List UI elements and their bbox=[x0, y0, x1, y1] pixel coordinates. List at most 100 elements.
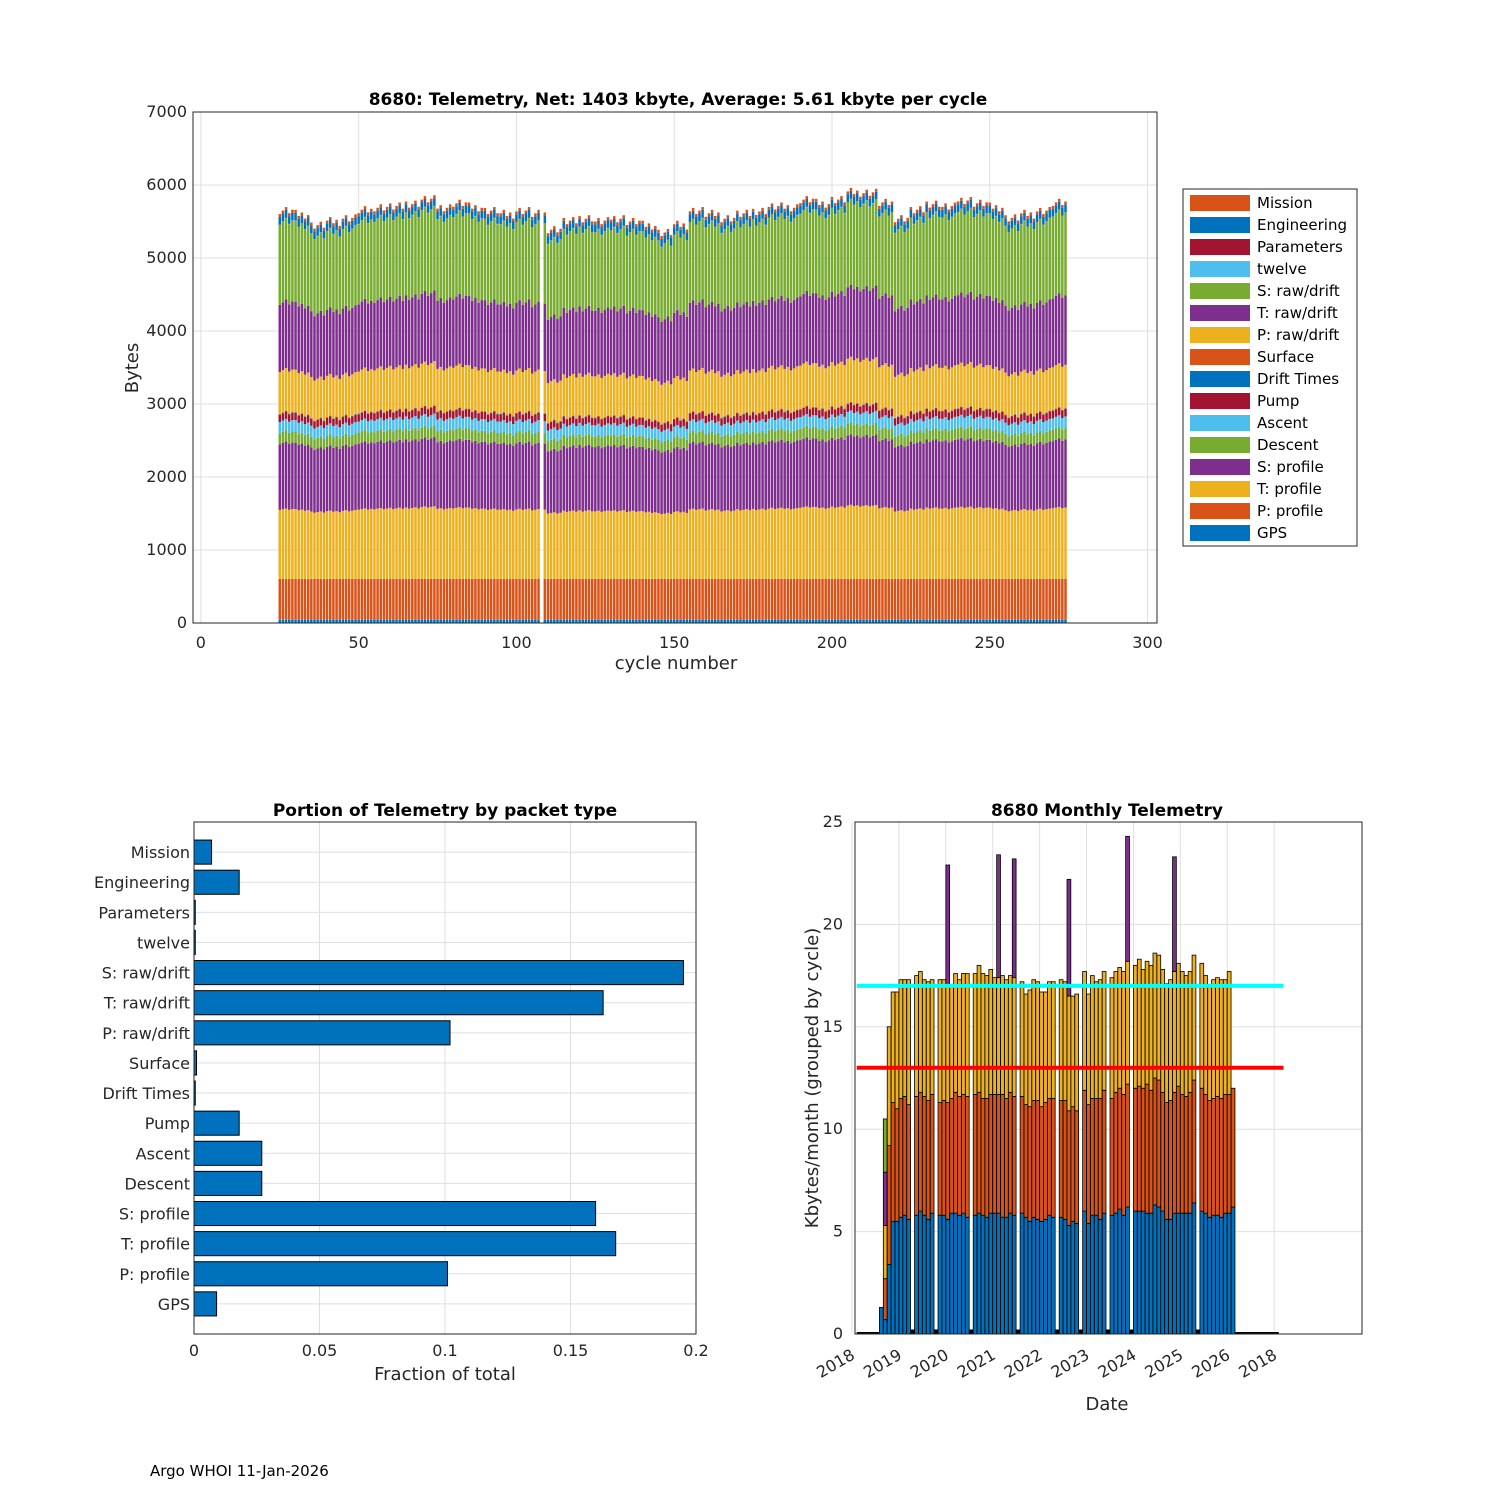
bar-segment bbox=[893, 376, 897, 418]
bar-segment bbox=[805, 414, 809, 426]
bar-segment bbox=[600, 312, 603, 378]
bar-segment bbox=[754, 444, 758, 511]
bar-segment bbox=[505, 415, 509, 423]
bar-segment bbox=[401, 368, 405, 412]
bar-segment bbox=[496, 619, 499, 623]
bar-segment bbox=[379, 297, 383, 367]
bar-segment bbox=[628, 224, 632, 233]
bar-segment bbox=[1064, 212, 1067, 296]
bar-segment bbox=[963, 578, 966, 620]
bar-segment bbox=[329, 220, 332, 228]
bar-segment bbox=[303, 510, 307, 579]
bar-segment bbox=[1035, 302, 1039, 371]
bar-segment bbox=[1007, 221, 1010, 225]
bar-segment bbox=[464, 439, 468, 508]
bar-segment bbox=[846, 423, 850, 436]
bar-segment bbox=[470, 368, 474, 412]
bar-segment bbox=[859, 406, 862, 415]
bar-segment bbox=[433, 437, 436, 507]
bar-segment bbox=[461, 208, 465, 217]
bar-segment bbox=[698, 431, 701, 443]
bar-segment bbox=[423, 425, 427, 438]
bar-segment bbox=[814, 438, 818, 507]
bar-segment bbox=[745, 209, 749, 213]
bar-segment bbox=[433, 425, 436, 438]
bar-segment bbox=[751, 619, 755, 623]
bar-segment bbox=[537, 442, 540, 510]
bar-segment bbox=[1048, 508, 1051, 579]
bar-segment bbox=[1013, 444, 1017, 510]
bar-segment bbox=[1054, 439, 1058, 508]
bar-segment bbox=[373, 509, 376, 579]
bar-segment bbox=[398, 507, 401, 579]
bar-segment bbox=[616, 619, 619, 623]
bar-segment bbox=[770, 365, 774, 410]
bar-segment bbox=[843, 619, 846, 623]
bar-segment bbox=[972, 411, 976, 419]
bar-segment bbox=[928, 619, 932, 623]
bar-segment bbox=[455, 428, 458, 441]
bar-segment bbox=[969, 291, 973, 363]
bar-segment bbox=[628, 232, 632, 311]
bar-segment bbox=[489, 420, 493, 432]
bar-segment bbox=[575, 511, 578, 579]
bar-segment bbox=[404, 507, 408, 579]
bar-segment bbox=[332, 511, 335, 579]
bar-segment bbox=[720, 578, 723, 620]
bar-segment bbox=[915, 220, 919, 302]
bar-segment bbox=[546, 244, 550, 320]
bar-segment bbox=[575, 418, 578, 427]
bar-segment bbox=[928, 411, 932, 420]
bar-segment bbox=[325, 220, 329, 224]
bar-segment bbox=[616, 233, 619, 312]
bar-segment bbox=[625, 512, 629, 579]
bar-segment bbox=[742, 371, 745, 414]
bar-segment bbox=[1048, 299, 1051, 368]
bar-segment bbox=[461, 410, 465, 419]
bar-segment bbox=[341, 435, 345, 447]
bar-segment bbox=[852, 578, 856, 620]
bar-segment bbox=[385, 206, 389, 210]
bar-segment bbox=[404, 295, 408, 365]
bar-segment bbox=[597, 217, 600, 221]
bar-segment bbox=[518, 419, 521, 431]
bar-segment bbox=[499, 216, 502, 224]
bar-segment bbox=[373, 222, 376, 303]
monthly-bar-segment bbox=[996, 977, 1001, 1095]
bar-segment bbox=[1029, 215, 1033, 224]
bar-segment bbox=[530, 307, 534, 374]
bar-segment bbox=[294, 431, 297, 443]
bar-segment bbox=[682, 312, 685, 378]
bar-segment bbox=[467, 619, 471, 623]
bar-segment bbox=[647, 578, 651, 620]
bar-segment bbox=[783, 208, 786, 212]
bar-segment bbox=[1016, 375, 1020, 417]
bar-segment bbox=[701, 299, 704, 368]
bar-segment bbox=[360, 209, 364, 213]
monthly-bar-segment bbox=[968, 1329, 974, 1335]
bar-segment bbox=[518, 508, 521, 579]
bar-segment bbox=[329, 434, 332, 446]
bar-segment bbox=[486, 444, 490, 510]
monthly-bar-segment bbox=[1031, 1216, 1037, 1335]
bar-segment bbox=[616, 311, 619, 377]
bar-segment bbox=[401, 211, 405, 220]
bar-segment bbox=[581, 425, 584, 437]
bar-segment bbox=[770, 206, 774, 214]
bar-segment bbox=[379, 207, 383, 215]
bar-segment bbox=[934, 439, 938, 508]
monthly-bar-segment bbox=[1023, 1216, 1029, 1335]
bar-segment bbox=[287, 578, 291, 620]
bar-segment bbox=[770, 296, 774, 366]
bar-segment bbox=[972, 619, 976, 623]
monthly-bar-segment bbox=[1183, 1212, 1189, 1335]
bar-segment bbox=[407, 207, 411, 211]
bar-segment bbox=[931, 207, 935, 215]
bar-segment bbox=[530, 423, 534, 435]
bar-segment bbox=[1004, 444, 1007, 511]
bar-segment bbox=[887, 207, 891, 216]
bar-segment bbox=[657, 317, 660, 382]
bar-segment bbox=[351, 619, 354, 623]
bar-segment bbox=[874, 434, 878, 505]
bar-segment bbox=[985, 409, 988, 417]
